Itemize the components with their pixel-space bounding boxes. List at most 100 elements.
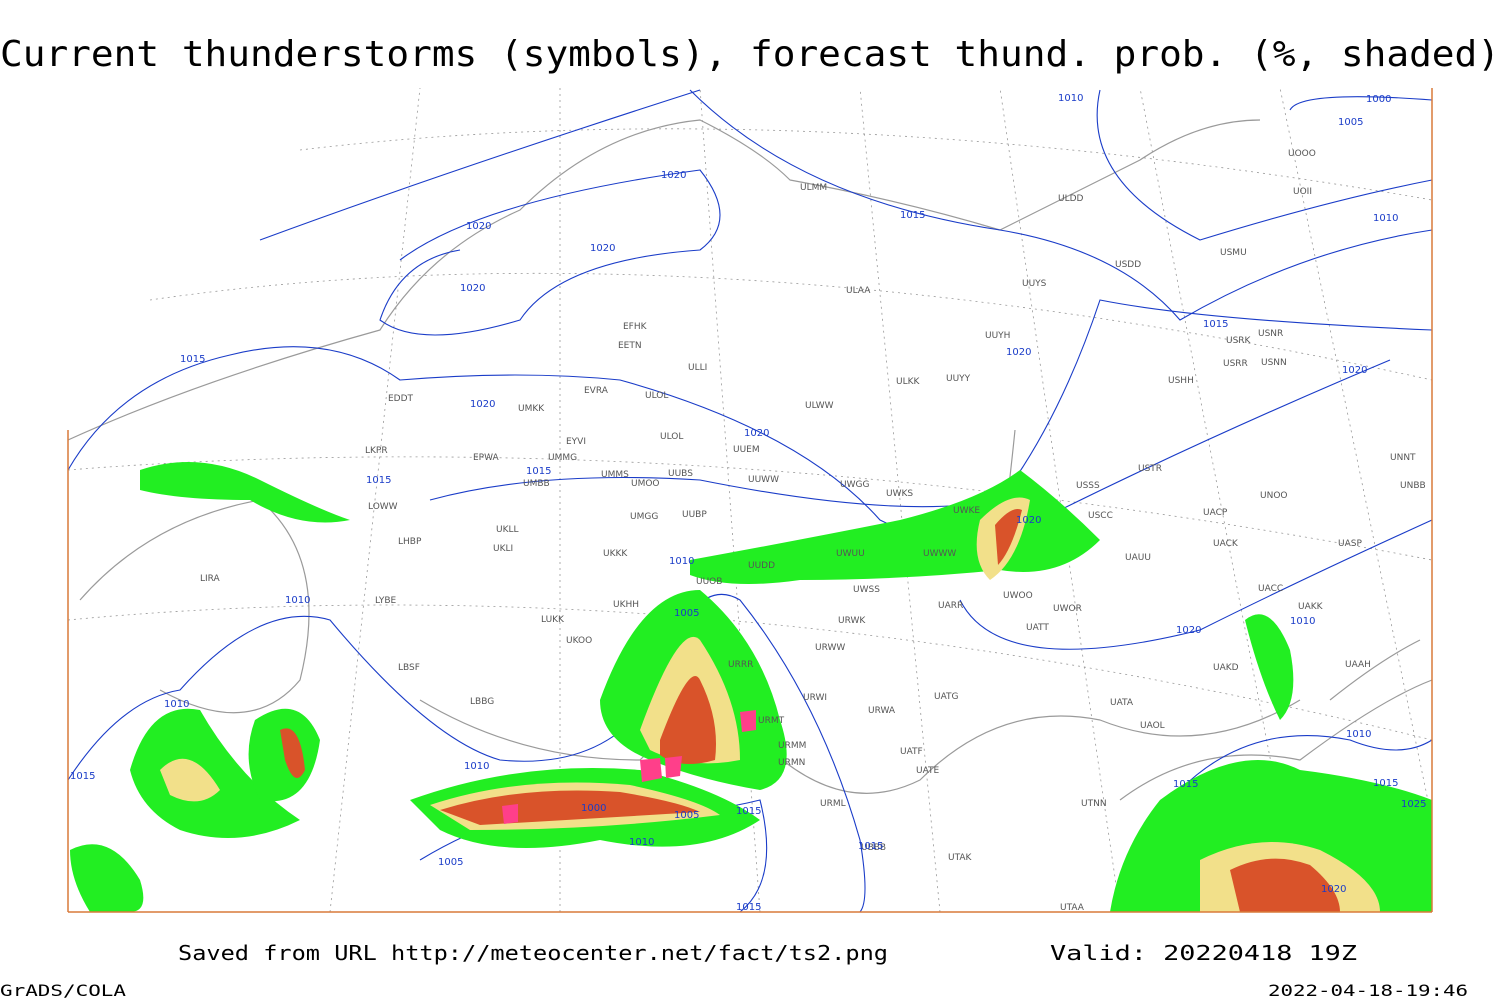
isobar-label: 1020: [1342, 365, 1367, 376]
station-label: URRR: [728, 660, 753, 670]
station-label: LOWW: [368, 502, 398, 512]
isobar-label: 1015: [1173, 779, 1198, 790]
station-label: UMMG: [548, 453, 577, 463]
station-label: UARR: [938, 601, 963, 611]
station-label: UMBB: [523, 479, 550, 489]
station-label: UASP: [1338, 539, 1362, 549]
isobar-label: 1020: [470, 399, 495, 410]
isobar-label: 1005: [674, 810, 699, 821]
station-label: UTAK: [948, 853, 973, 863]
station-label: UBBB: [861, 843, 886, 853]
station-label: LIRA: [200, 574, 221, 584]
station-label: UAKD: [1213, 663, 1239, 673]
station-label: UACK: [1213, 539, 1239, 549]
coastlines: [67, 119, 1433, 801]
station-label: USNN: [1261, 358, 1287, 368]
isobar-label: 1015: [858, 841, 883, 852]
station-label: UACC: [1258, 584, 1283, 594]
station-label: UMGG: [630, 512, 658, 522]
timestamp: 2022-04-18-19:46: [1268, 981, 1468, 1000]
station-label: UUEM: [733, 445, 760, 455]
station-label: LBBG: [470, 697, 494, 707]
station-label: UWSS: [853, 585, 880, 595]
station-label: EETN: [618, 341, 642, 351]
station-label: UOOO: [1288, 149, 1316, 159]
station-label: UUOB: [696, 577, 722, 587]
station-label: USDD: [1115, 260, 1141, 270]
station-label: UMKK: [518, 404, 545, 414]
station-label: UUBS: [668, 469, 693, 479]
station-label: USRK: [1226, 336, 1252, 346]
station-label: LUKK: [541, 615, 565, 625]
isobar-label: 1015: [736, 806, 761, 817]
isobar-label: 1010: [164, 699, 189, 710]
station-label: UKOO: [566, 636, 592, 646]
station-label: URMT: [758, 716, 785, 726]
station-label: EYVI: [566, 437, 586, 447]
station-label: UMOO: [631, 479, 660, 489]
isobar-label: 1015: [70, 771, 95, 782]
isobar-label: 1010: [1373, 213, 1398, 224]
station-label: UKLI: [493, 544, 513, 554]
station-label: UAKK: [1298, 602, 1324, 612]
isobar-label: 1005: [674, 608, 699, 619]
station-label: ULLI: [688, 363, 707, 373]
title: Current thunderstorms (symbols), forecas…: [0, 34, 1500, 75]
station-label: UWUU: [836, 549, 865, 559]
isobar-label: 1015: [1203, 319, 1228, 330]
isobar-label: 1015: [900, 210, 925, 221]
station-label: UATA: [1110, 698, 1134, 708]
station-label: LKPR: [365, 446, 388, 456]
station-label: EDDT: [388, 394, 414, 404]
station-label: UKKK: [603, 549, 628, 559]
station-label: UNBB: [1400, 481, 1426, 491]
station-label: URWA: [868, 706, 896, 716]
isobar-label: 1000: [581, 803, 606, 814]
map: ULMM ULDD UUYS ULAA UUYH USDD USMU UOOO UOII USRK…: [67, 87, 1433, 913]
station-label: UUYH: [985, 331, 1010, 341]
station-label: ULKK: [896, 377, 921, 387]
station-label: USTR: [1138, 464, 1162, 474]
station-label: URWW: [815, 643, 845, 653]
isobar-label: 1015: [366, 475, 391, 486]
station-label: UWKS: [886, 489, 913, 499]
isobar-label: 1000: [1366, 94, 1391, 105]
station-label: UUYS: [1022, 279, 1047, 289]
isobar-label: 1020: [1176, 625, 1201, 636]
station-label: URML: [820, 799, 846, 809]
station-label: UNNT: [1390, 453, 1416, 463]
station-label: URMM: [778, 741, 806, 751]
isobar-labels: 1010 1000 1005 1020 1020 1020 1015 1010 1020 1015…: [70, 93, 1426, 913]
isobar-label: 1010: [629, 837, 654, 848]
station-label: UUBP: [682, 510, 707, 520]
software: GrADS/COLA: [0, 981, 126, 1000]
station-label: ULDD: [1058, 194, 1084, 204]
station-label: UUYY: [946, 374, 971, 384]
isobar-label: 1005: [438, 857, 463, 868]
station-label: USCC: [1088, 511, 1113, 521]
isobar-label: 1020: [661, 170, 686, 181]
isobar-label: 1020: [1321, 884, 1346, 895]
isobar-label: 1025: [1401, 799, 1426, 810]
station-label: UKLL: [496, 525, 519, 535]
isobar-label: 1015: [736, 902, 761, 913]
station-label: USRR: [1223, 359, 1248, 369]
station-label: ULOL: [645, 391, 668, 401]
station-label: LHBP: [398, 537, 422, 547]
isobar-label: 1020: [1016, 515, 1041, 526]
isobar-label: 1020: [460, 283, 485, 294]
isobar-label: 1020: [466, 221, 491, 232]
valid-time: Valid: 20220418 19Z: [1050, 941, 1357, 965]
station-labels: ULMM ULDD UUYS ULAA UUYH USDD USMU UOOO UOII USRK…: [200, 149, 1426, 913]
isobar-label: 1020: [744, 428, 769, 439]
station-label: LBSF: [398, 663, 420, 673]
isobar-label: 1015: [526, 466, 551, 477]
station-label: UTNN: [1081, 799, 1107, 809]
station-label: USHH: [1168, 376, 1194, 386]
station-label: UWGG: [840, 480, 869, 490]
isobar-label: 1015: [1373, 778, 1398, 789]
station-label: UATG: [934, 692, 959, 702]
station-label: USNR: [1258, 329, 1283, 339]
station-label: EFHK: [623, 322, 648, 332]
isobar-label: 1020: [590, 243, 615, 254]
